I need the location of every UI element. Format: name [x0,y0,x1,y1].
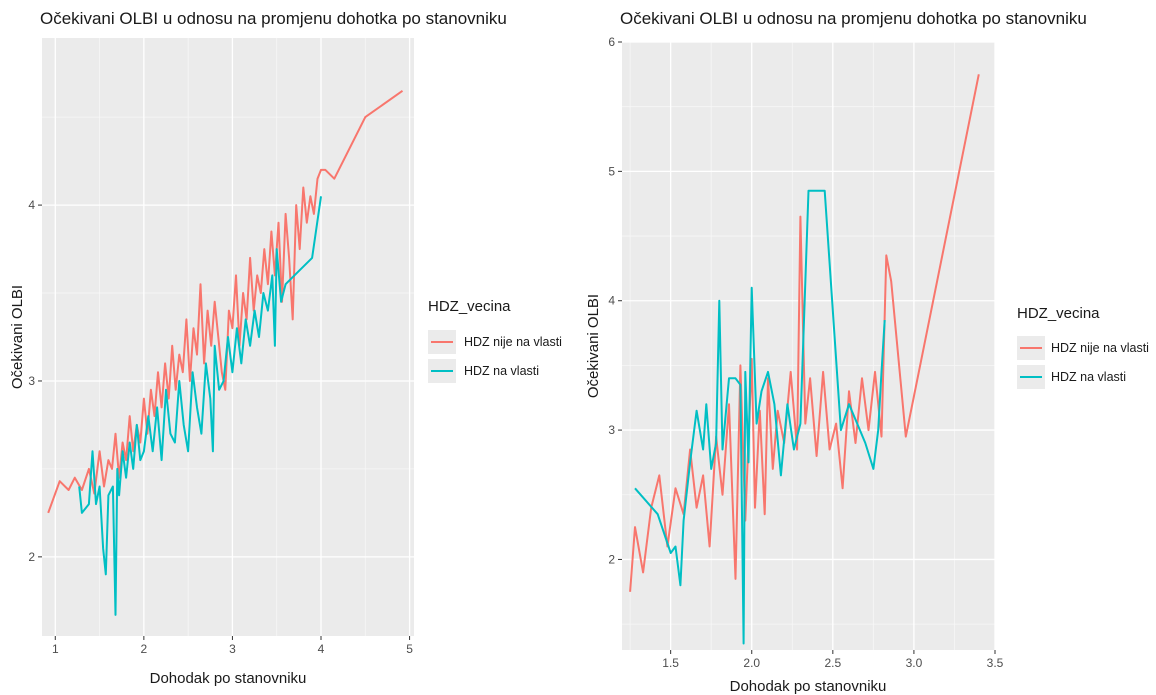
x-ticks: 1 2 3 4 5 [52,636,413,656]
legend-label-vlast: HDZ na vlasti [464,364,539,378]
y-axis-title: Očekivani OLBI [9,285,26,389]
x-tick-label: 1.5 [662,656,679,670]
y-tick-label: 4 [28,198,35,212]
series-line-na-vlasti [634,189,886,645]
y-tick-label: 5 [608,164,615,178]
plot-panel [622,42,995,650]
series-line-nije-na-vlasti [629,74,980,592]
x-tick-label: 2.0 [743,656,760,670]
x-tick-label: 2 [141,642,148,656]
x-ticks: 1.5 2.0 2.5 3.0 3.5 [662,650,1004,670]
x-tick-label: 1 [52,642,59,656]
legend-label-nije: HDZ nije na vlasti [464,335,562,349]
x-tick-label: 3 [229,642,236,656]
y-ticks: 2 3 4 5 6 [608,35,622,566]
y-ticks: 2 3 4 [28,198,42,564]
gridlines [622,41,996,650]
series-line-na-vlasti [78,196,322,616]
legend-label-vlast: HDZ na vlasti [1051,370,1126,384]
chart-left: Očekivani OLBI u odnosu na promjenu doho… [9,9,562,687]
series-line-nije-na-vlasti [47,89,404,514]
series-lines [47,89,404,616]
legend: HDZ_vecina HDZ nije na vlasti HDZ na vla… [1017,305,1149,389]
legend-title: HDZ_vecina [428,298,511,315]
x-axis-title: Dohodak po stanovniku [730,678,887,695]
legend: HDZ_vecina HDZ nije na vlasti HDZ na vla… [428,298,562,383]
y-tick-label: 2 [28,550,35,564]
x-tick-label: 3.0 [906,656,923,670]
y-axis-title: Očekivani OLBI [585,294,602,398]
x-tick-label: 3.5 [987,656,1004,670]
chart-title: Očekivani OLBI u odnosu na promjenu doho… [40,9,507,28]
y-tick-label: 3 [28,374,35,388]
legend-label-nije: HDZ nije na vlasti [1051,341,1149,355]
x-tick-label: 4 [318,642,325,656]
gridlines [42,38,414,636]
x-tick-label: 2.5 [824,656,841,670]
series-lines [629,74,980,645]
y-tick-label: 4 [608,294,615,308]
x-axis-title: Dohodak po stanovniku [150,670,307,687]
chart-right: Očekivani OLBI u odnosu na promjenu doho… [585,9,1149,695]
y-tick-label: 6 [608,35,615,49]
x-tick-label: 5 [406,642,413,656]
legend-title: HDZ_vecina [1017,305,1100,322]
y-tick-label: 2 [608,552,615,566]
chart-title: Očekivani OLBI u odnosu na promjenu doho… [620,9,1087,28]
y-tick-label: 3 [608,423,615,437]
